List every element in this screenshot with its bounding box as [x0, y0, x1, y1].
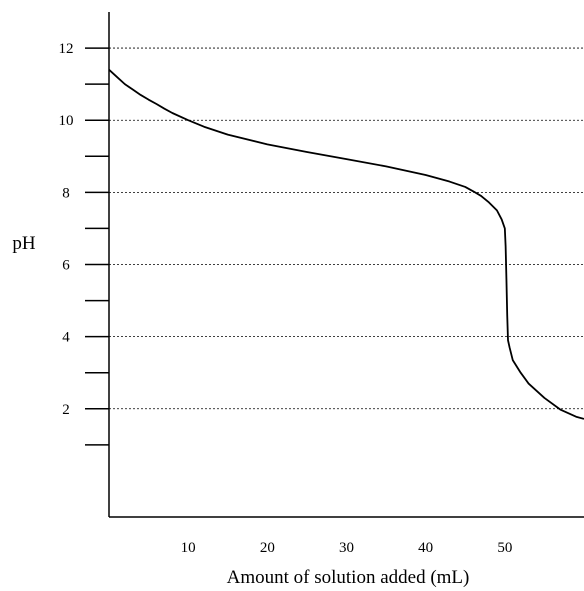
grid-lines: [109, 47, 584, 410]
x-axis-title: Amount of solution added (mL): [227, 567, 470, 588]
y-tick-label-10: 10: [59, 113, 74, 129]
y-tick-label-6: 6: [62, 258, 70, 274]
x-tick-label-30: 30: [339, 540, 354, 556]
ph-curve-line: [108, 69, 584, 420]
x-tick-label-20: 20: [260, 540, 275, 556]
tick-labels: 2 4 6 8 10 12 10 20 30 40 50: [59, 41, 513, 556]
ticks: [85, 47, 109, 446]
y-axis-title: pH: [12, 233, 36, 254]
y-tick-label-8: 8: [62, 185, 70, 201]
y-tick-label-4: 4: [62, 330, 70, 346]
y-tick-label-2: 2: [62, 402, 70, 418]
x-tick-label-10: 10: [181, 540, 196, 556]
y-tick-label-12: 12: [59, 41, 74, 57]
x-tick-label-50: 50: [497, 540, 512, 556]
x-tick-label-40: 40: [418, 540, 433, 556]
